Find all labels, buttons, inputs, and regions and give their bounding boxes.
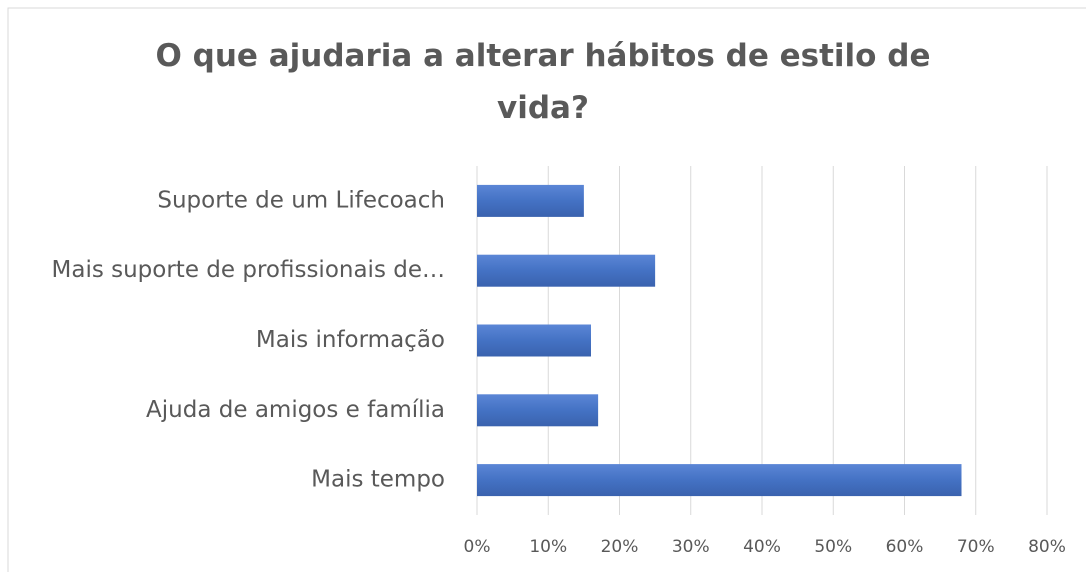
x-tick-label: 0% bbox=[464, 537, 491, 557]
x-tick-label: 30% bbox=[672, 537, 710, 557]
x-tick-label: 40% bbox=[743, 537, 781, 557]
x-tick-label: 10% bbox=[529, 537, 567, 557]
x-tick-label: 70% bbox=[957, 537, 995, 557]
x-tick-label: 80% bbox=[1028, 537, 1066, 557]
x-tick-label: 60% bbox=[886, 537, 924, 557]
y-tick-label: Ajuda de amigos e família bbox=[146, 397, 445, 423]
chart-title: O que ajudaria a alterar hábitos de esti… bbox=[155, 38, 931, 126]
y-tick-label: Mais informação bbox=[256, 327, 445, 353]
y-tick-label: Mais suporte de profissionais de… bbox=[52, 257, 446, 283]
bar bbox=[477, 324, 591, 357]
bar bbox=[477, 464, 962, 497]
x-tick-label: 50% bbox=[814, 537, 852, 557]
bar bbox=[477, 394, 599, 427]
bar bbox=[477, 254, 656, 287]
bar bbox=[477, 184, 584, 217]
chart-border bbox=[7, 7, 1086, 572]
y-tick-label: Suporte de um Lifecoach bbox=[157, 187, 445, 213]
y-tick-label: Mais tempo bbox=[311, 467, 445, 493]
x-tick-label: 20% bbox=[601, 537, 639, 557]
